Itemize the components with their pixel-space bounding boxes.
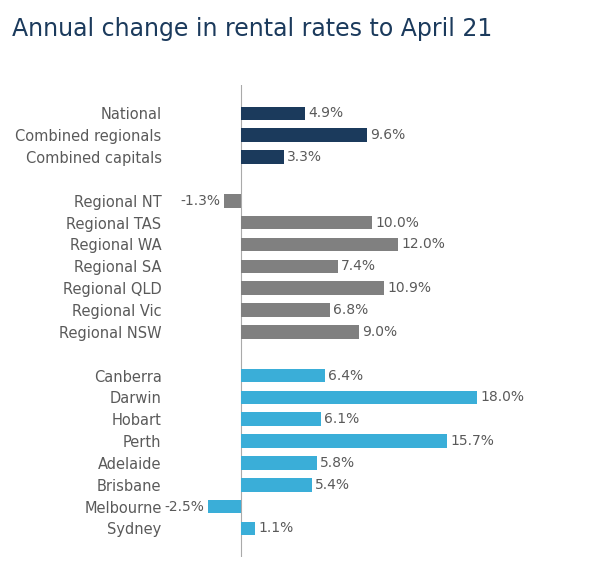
Text: 12.0%: 12.0% (402, 237, 445, 252)
Text: 6.8%: 6.8% (334, 303, 368, 317)
Text: -2.5%: -2.5% (165, 500, 205, 513)
Text: 9.6%: 9.6% (370, 128, 405, 142)
Bar (241, 391, 477, 404)
Text: 5.4%: 5.4% (315, 478, 350, 492)
Text: 10.0%: 10.0% (376, 216, 420, 229)
Bar (241, 412, 321, 426)
Bar (224, 194, 241, 207)
Text: 4.9%: 4.9% (308, 106, 344, 120)
Bar (241, 151, 284, 164)
Text: 18.0%: 18.0% (480, 390, 524, 404)
Text: 1.1%: 1.1% (258, 521, 294, 536)
Bar (241, 456, 317, 470)
Bar (241, 216, 372, 229)
Bar (241, 325, 359, 339)
Text: 6.1%: 6.1% (324, 412, 359, 426)
Text: 9.0%: 9.0% (362, 325, 397, 339)
Text: 6.4%: 6.4% (328, 369, 363, 382)
Text: 3.3%: 3.3% (287, 150, 323, 164)
Text: -1.3%: -1.3% (181, 194, 220, 208)
Text: 10.9%: 10.9% (387, 281, 431, 295)
Bar (241, 521, 255, 535)
Bar (241, 478, 312, 491)
Text: 15.7%: 15.7% (450, 434, 494, 448)
Bar (241, 281, 384, 295)
Text: 7.4%: 7.4% (341, 260, 376, 273)
Bar (241, 237, 399, 251)
Text: Annual change in rental rates to April 21: Annual change in rental rates to April 2… (12, 17, 492, 41)
Bar (241, 128, 367, 142)
Text: 5.8%: 5.8% (320, 456, 355, 470)
Bar (208, 500, 241, 513)
Bar (241, 303, 330, 317)
Bar (241, 369, 325, 382)
Bar (241, 260, 338, 273)
Bar (241, 435, 447, 448)
Bar (241, 107, 305, 120)
